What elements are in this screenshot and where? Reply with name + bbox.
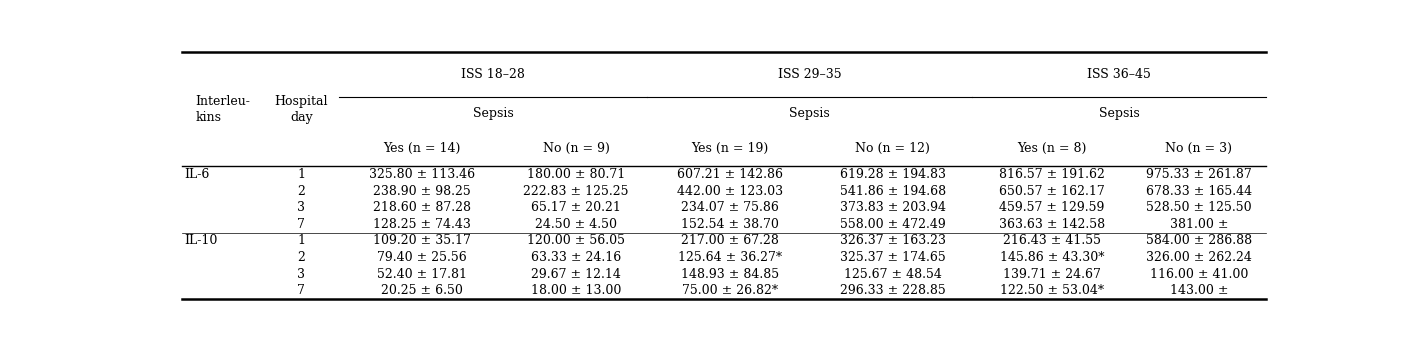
Text: 120.00 ± 56.05: 120.00 ± 56.05 — [527, 235, 625, 247]
Text: 381.00 ±: 381.00 ± — [1170, 218, 1228, 231]
Text: 128.25 ± 74.43: 128.25 ± 74.43 — [373, 218, 471, 231]
Text: 816.57 ± 191.62: 816.57 ± 191.62 — [999, 168, 1105, 181]
Text: No (n = 9): No (n = 9) — [543, 142, 609, 155]
Text: 29.67 ± 12.14: 29.67 ± 12.14 — [531, 268, 620, 280]
Text: 373.83 ± 203.94: 373.83 ± 203.94 — [839, 201, 945, 214]
Text: 79.40 ± 25.56: 79.40 ± 25.56 — [377, 251, 466, 264]
Text: 975.33 ± 261.87: 975.33 ± 261.87 — [1146, 168, 1252, 181]
Text: Sepsis: Sepsis — [790, 107, 829, 120]
Text: 222.83 ± 125.25: 222.83 ± 125.25 — [523, 185, 629, 198]
Text: 325.37 ± 174.65: 325.37 ± 174.65 — [839, 251, 945, 264]
Text: 650.57 ± 162.17: 650.57 ± 162.17 — [999, 185, 1105, 198]
Text: 52.40 ± 17.81: 52.40 ± 17.81 — [377, 268, 466, 280]
Text: Hospital
day: Hospital day — [274, 95, 328, 124]
Text: 148.93 ± 84.85: 148.93 ± 84.85 — [681, 268, 779, 280]
Text: 2: 2 — [297, 251, 305, 264]
Text: 18.00 ± 13.00: 18.00 ± 13.00 — [531, 284, 622, 297]
Text: 584.00 ± 286.88: 584.00 ± 286.88 — [1146, 235, 1252, 247]
Text: 125.64 ± 36.27*: 125.64 ± 36.27* — [678, 251, 783, 264]
Text: No (n = 3): No (n = 3) — [1166, 142, 1232, 155]
Text: 541.86 ± 194.68: 541.86 ± 194.68 — [839, 185, 945, 198]
Text: 7: 7 — [297, 218, 305, 231]
Text: 180.00 ± 80.71: 180.00 ± 80.71 — [527, 168, 625, 181]
Text: IL-6: IL-6 — [184, 168, 209, 181]
Text: 619.28 ± 194.83: 619.28 ± 194.83 — [839, 168, 945, 181]
Text: 63.33 ± 24.16: 63.33 ± 24.16 — [531, 251, 622, 264]
Text: 442.00 ± 123.03: 442.00 ± 123.03 — [677, 185, 783, 198]
Text: 217.00 ± 67.28: 217.00 ± 67.28 — [681, 235, 779, 247]
Text: 24.50 ± 4.50: 24.50 ± 4.50 — [536, 218, 617, 231]
Text: 122.50 ± 53.04*: 122.50 ± 53.04* — [1000, 284, 1104, 297]
Text: 607.21 ± 142.86: 607.21 ± 142.86 — [677, 168, 783, 181]
Text: 678.33 ± 165.44: 678.33 ± 165.44 — [1146, 185, 1252, 198]
Text: 145.86 ± 43.30*: 145.86 ± 43.30* — [999, 251, 1104, 264]
Text: Yes (n = 14): Yes (n = 14) — [383, 142, 461, 155]
Text: Interleu-
kins: Interleu- kins — [195, 95, 250, 124]
Text: 109.20 ± 35.17: 109.20 ± 35.17 — [373, 235, 471, 247]
Text: Sepsis: Sepsis — [1099, 107, 1140, 120]
Text: 20.25 ± 6.50: 20.25 ± 6.50 — [382, 284, 462, 297]
Text: ISS 18–28: ISS 18–28 — [461, 68, 524, 81]
Text: 459.57 ± 129.59: 459.57 ± 129.59 — [999, 201, 1105, 214]
Text: 238.90 ± 98.25: 238.90 ± 98.25 — [373, 185, 471, 198]
Text: No (n = 12): No (n = 12) — [855, 142, 930, 155]
Text: Yes (n = 8): Yes (n = 8) — [1017, 142, 1087, 155]
Text: 326.00 ± 262.24: 326.00 ± 262.24 — [1146, 251, 1252, 264]
Text: 152.54 ± 38.70: 152.54 ± 38.70 — [681, 218, 779, 231]
Text: 65.17 ± 20.21: 65.17 ± 20.21 — [531, 201, 620, 214]
Text: IL-10: IL-10 — [184, 235, 218, 247]
Text: 116.00 ± 41.00: 116.00 ± 41.00 — [1150, 268, 1248, 280]
Text: ISS 29–35: ISS 29–35 — [779, 68, 842, 81]
Text: 3: 3 — [297, 201, 305, 214]
Text: 125.67 ± 48.54: 125.67 ± 48.54 — [844, 268, 941, 280]
Text: 528.50 ± 125.50: 528.50 ± 125.50 — [1146, 201, 1252, 214]
Text: 139.71 ± 24.67: 139.71 ± 24.67 — [1003, 268, 1101, 280]
Text: 363.63 ± 142.58: 363.63 ± 142.58 — [999, 218, 1105, 231]
Text: 1: 1 — [297, 235, 305, 247]
Text: 234.07 ± 75.86: 234.07 ± 75.86 — [681, 201, 779, 214]
Text: 326.37 ± 163.23: 326.37 ± 163.23 — [839, 235, 945, 247]
Text: 216.43 ± 41.55: 216.43 ± 41.55 — [1003, 235, 1101, 247]
Text: 3: 3 — [297, 268, 305, 280]
Text: Sepsis: Sepsis — [472, 107, 513, 120]
Text: 7: 7 — [297, 284, 305, 297]
Text: 558.00 ± 472.49: 558.00 ± 472.49 — [839, 218, 945, 231]
Text: Yes (n = 19): Yes (n = 19) — [691, 142, 769, 155]
Text: 218.60 ± 87.28: 218.60 ± 87.28 — [373, 201, 471, 214]
Text: 75.00 ± 26.82*: 75.00 ± 26.82* — [682, 284, 779, 297]
Text: 143.00 ±: 143.00 ± — [1170, 284, 1228, 297]
Text: 2: 2 — [297, 185, 305, 198]
Text: 296.33 ± 228.85: 296.33 ± 228.85 — [839, 284, 945, 297]
Text: 1: 1 — [297, 168, 305, 181]
Text: 325.80 ± 113.46: 325.80 ± 113.46 — [369, 168, 475, 181]
Text: ISS 36–45: ISS 36–45 — [1088, 68, 1152, 81]
